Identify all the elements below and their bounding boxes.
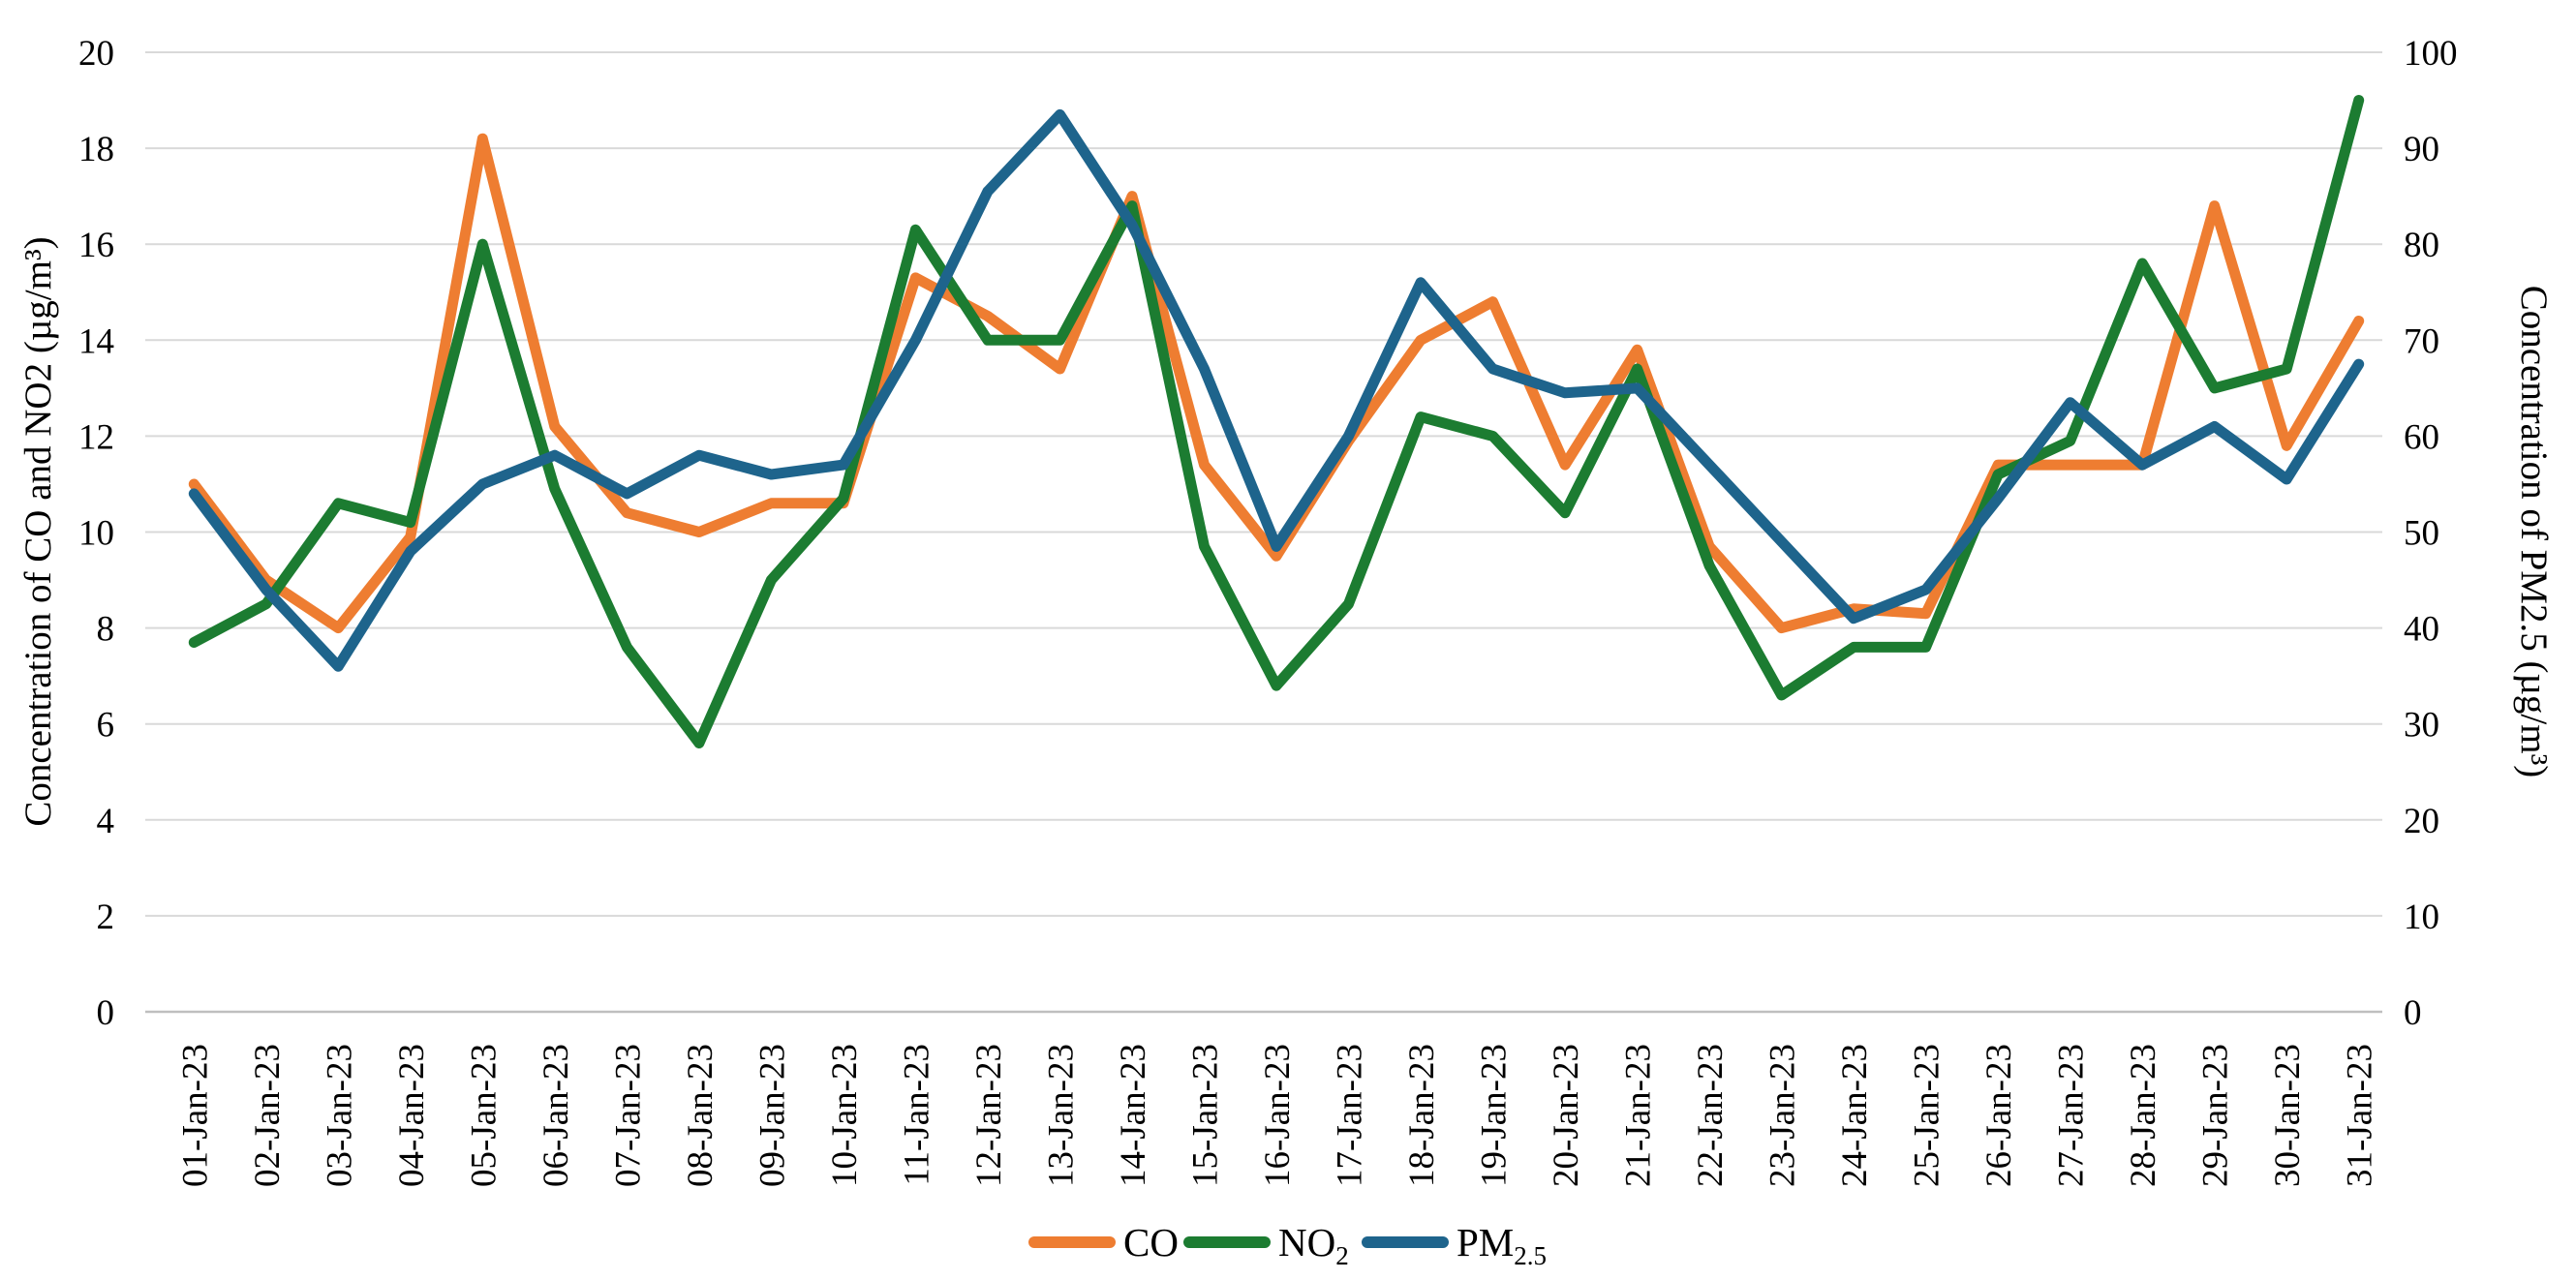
y-right-tick-label: 50 xyxy=(2404,514,2439,554)
y-left-tick-label: 10 xyxy=(78,514,114,554)
legend-item-pm25: PM2.5 xyxy=(1362,1220,1547,1270)
legend-label-co: CO xyxy=(1123,1220,1179,1265)
legend: CO NO2 PM2.5 xyxy=(1028,1220,1547,1270)
series-line-co xyxy=(188,133,2365,634)
y-right-tick-label: 60 xyxy=(2404,417,2439,457)
x-tick-label: 10-Jan-23 xyxy=(825,1044,865,1187)
series-line-no2 xyxy=(188,95,2365,748)
x-tick-label: 31-Jan-23 xyxy=(2341,1044,2380,1187)
y-left-tick-label: 4 xyxy=(97,802,115,841)
x-tick-label: 05-Jan-23 xyxy=(464,1044,504,1187)
legend-label-pm25: PM2.5 xyxy=(1457,1220,1547,1270)
x-tick-label: 09-Jan-23 xyxy=(752,1044,792,1187)
y-left-tick-label: 16 xyxy=(78,226,114,265)
series-lines xyxy=(188,95,2365,748)
x-tick-label: 01-Jan-23 xyxy=(175,1044,215,1187)
x-tick-label: 30-Jan-23 xyxy=(2268,1044,2308,1187)
y-right-tick-label: 90 xyxy=(2404,130,2439,169)
x-axis-date-labels: 01-Jan-23 02-Jan-23 03-Jan-23 04-Jan-23 05-J… xyxy=(175,1044,2379,1187)
y-right-tick-label: 40 xyxy=(2404,610,2439,650)
y-right-tick-label: 10 xyxy=(2404,898,2439,937)
y-left-tick-label: 2 xyxy=(97,898,115,937)
x-tick-label: 06-Jan-23 xyxy=(537,1044,576,1187)
x-tick-label: 23-Jan-23 xyxy=(1763,1044,1803,1187)
x-tick-label: 14-Jan-23 xyxy=(1114,1044,1153,1187)
legend-label-no2: NO2 xyxy=(1278,1220,1349,1270)
x-tick-label: 29-Jan-23 xyxy=(2196,1044,2236,1187)
y-left-tick-label: 6 xyxy=(97,706,115,746)
x-tick-label: 19-Jan-23 xyxy=(1475,1044,1515,1187)
x-tick-label: 15-Jan-23 xyxy=(1185,1044,1225,1187)
x-tick-label: 08-Jan-23 xyxy=(681,1044,721,1187)
legend-item-no2: NO2 xyxy=(1183,1220,1349,1270)
x-tick-label: 03-Jan-23 xyxy=(320,1044,359,1187)
x-tick-label: 28-Jan-23 xyxy=(2124,1044,2163,1187)
y-axis-right-tick-labels: 0 10 20 30 40 50 60 70 80 90 100 xyxy=(2404,34,2458,1033)
y-left-tick-label: 8 xyxy=(97,610,115,650)
x-tick-label: 26-Jan-23 xyxy=(1979,1044,2019,1187)
y-right-tick-label: 0 xyxy=(2404,993,2422,1033)
x-tick-label: 18-Jan-23 xyxy=(1402,1044,1442,1187)
y-right-tick-label: 20 xyxy=(2404,802,2439,841)
y-left-tick-label: 18 xyxy=(78,130,114,169)
x-tick-label: 17-Jan-23 xyxy=(1331,1044,1370,1187)
y-left-tick-label: 0 xyxy=(97,993,115,1033)
x-tick-label: 07-Jan-23 xyxy=(608,1044,648,1187)
y-right-tick-label: 80 xyxy=(2404,226,2439,265)
x-tick-label: 13-Jan-23 xyxy=(1041,1044,1081,1187)
x-tick-label: 02-Jan-23 xyxy=(248,1044,288,1187)
y-right-tick-label: 100 xyxy=(2404,34,2458,74)
y-left-tick-label: 14 xyxy=(78,321,114,361)
x-tick-label: 27-Jan-23 xyxy=(2052,1044,2092,1187)
y-axis-left-title: Concentration of CO and NO2 (µg/m³) xyxy=(17,236,59,826)
x-tick-label: 16-Jan-23 xyxy=(1258,1044,1298,1187)
y-right-tick-label: 70 xyxy=(2404,321,2439,361)
y-axis-left-tick-labels: 0 2 4 6 8 10 12 14 16 18 20 xyxy=(78,34,114,1033)
y-left-tick-label: 12 xyxy=(78,417,114,457)
x-tick-label: 22-Jan-23 xyxy=(1691,1044,1731,1187)
legend-item-co: CO xyxy=(1028,1220,1179,1265)
x-tick-label: 21-Jan-23 xyxy=(1619,1044,1659,1187)
x-tick-label: 12-Jan-23 xyxy=(969,1044,1009,1187)
x-tick-label: 11-Jan-23 xyxy=(897,1044,936,1186)
x-tick-label: 20-Jan-23 xyxy=(1547,1044,1586,1187)
x-tick-label: 25-Jan-23 xyxy=(1908,1044,1947,1187)
y-left-tick-label: 20 xyxy=(78,34,114,74)
y-right-tick-label: 30 xyxy=(2404,706,2439,746)
x-tick-label: 04-Jan-23 xyxy=(392,1044,432,1187)
series-line-pm25 xyxy=(188,108,2365,672)
x-tick-label: 24-Jan-23 xyxy=(1835,1044,1875,1187)
y-axis-right-title: Concentration of PM2.5 (µg/m³) xyxy=(2513,286,2555,778)
